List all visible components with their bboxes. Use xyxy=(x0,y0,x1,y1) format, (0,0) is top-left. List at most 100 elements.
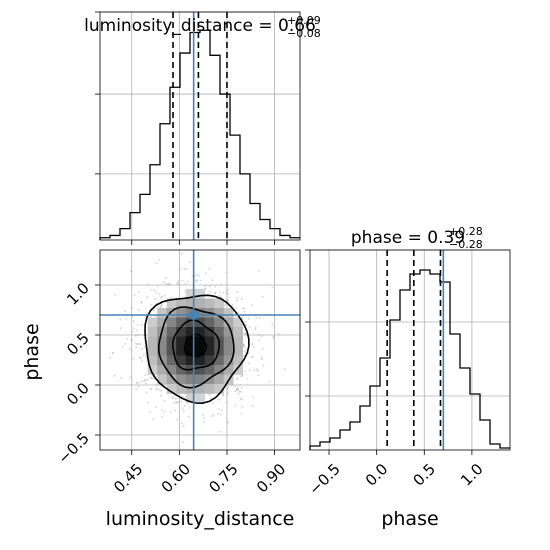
joint-sample-point xyxy=(242,343,245,346)
joint-sample-point xyxy=(165,283,168,285)
joint-sample-point xyxy=(227,386,230,389)
joint-density-cell xyxy=(233,346,243,356)
joint-sample-point xyxy=(243,343,246,346)
joint-sample-point xyxy=(140,348,143,350)
joint-sample-point xyxy=(248,325,251,328)
joint-density-cell xyxy=(166,336,177,347)
joint-sample-point xyxy=(241,398,244,401)
joint-density-cell xyxy=(223,346,234,356)
joint-sample-point xyxy=(250,304,253,307)
joint-sample-point xyxy=(131,330,134,333)
phase-title-plus: +0.28 xyxy=(449,225,483,238)
joint-density-cell xyxy=(214,317,224,328)
joint-sample-point xyxy=(242,345,245,347)
joint-sample-point xyxy=(182,441,184,444)
joint-sample-point xyxy=(182,424,185,427)
joint-sample-point xyxy=(154,298,157,300)
joint-sample-point xyxy=(149,411,152,413)
joint-density-cell xyxy=(176,336,186,347)
joint-sample-point xyxy=(273,337,275,339)
joint-contour xyxy=(158,306,235,389)
joint-sample-point xyxy=(218,295,221,297)
joint-sample-point xyxy=(258,339,261,342)
joint-density-cell xyxy=(176,298,186,309)
joint-density-cell xyxy=(147,346,158,356)
joint-density-cell xyxy=(204,346,215,356)
joint-sample-point xyxy=(140,301,143,304)
joint-sample-point xyxy=(156,284,159,287)
joint-sample-point xyxy=(130,270,132,273)
joint-sample-point xyxy=(137,309,140,312)
joint-sample-point xyxy=(257,374,260,377)
joint-density-cell xyxy=(195,365,205,375)
joint-sample-point xyxy=(130,349,133,351)
joint-sample-point xyxy=(149,376,152,379)
joint-sample-point xyxy=(133,294,136,297)
joint-sample-point xyxy=(171,396,174,399)
joint-sample-point xyxy=(130,339,133,342)
joint-sample-point xyxy=(176,418,179,421)
joint-sample-point xyxy=(152,418,155,421)
joint-sample-point xyxy=(150,377,153,379)
joint-sample-point xyxy=(202,420,205,423)
joint-density-cell xyxy=(147,365,158,375)
joint-sample-point xyxy=(218,430,221,433)
joint-sample-point xyxy=(220,296,223,298)
joint-sample-point xyxy=(167,283,169,285)
joint-density-cell xyxy=(147,336,158,347)
joint-sample-point xyxy=(243,346,246,348)
joint-sample-point xyxy=(162,281,165,284)
joint-sample-point xyxy=(135,381,138,384)
joint-contour xyxy=(183,333,207,358)
lum-title-plus: +0.09 xyxy=(287,14,321,27)
joint-sample-point xyxy=(214,291,217,294)
joint-density-cell xyxy=(204,317,215,328)
joint-sample-point xyxy=(161,409,163,411)
joint-sample-point xyxy=(183,404,186,407)
joint-sample-point xyxy=(236,290,239,293)
joint-sample-point xyxy=(225,401,228,404)
joint-density-cell xyxy=(185,327,196,337)
joint-sample-point xyxy=(234,390,237,393)
joint-sample-point xyxy=(140,323,143,326)
joint-sample-point xyxy=(262,364,265,367)
joint-xlabel: luminosity_distance xyxy=(106,508,295,530)
joint-panel: 0.45 0.60 0.75 0.90 −0.5 0.0 0.5 1.0 luminosit… xyxy=(21,249,301,530)
joint-sample-point xyxy=(199,279,202,282)
lum-hist-step xyxy=(99,29,300,240)
phase-hist-xtick-label: 0.5 xyxy=(409,460,439,490)
joint-sample-point xyxy=(278,333,281,335)
joint-sample-point xyxy=(217,413,220,415)
joint-sample-point xyxy=(111,351,114,354)
joint-sample-point xyxy=(140,301,143,303)
joint-density-cell xyxy=(166,355,177,366)
joint-density-cell xyxy=(204,327,215,337)
joint-xtick-label: 0.45 xyxy=(110,460,146,496)
joint-sample-point xyxy=(236,388,238,390)
joint-sample-point xyxy=(165,277,167,280)
joint-sample-point xyxy=(218,408,220,410)
joint-sample-point xyxy=(246,377,249,380)
joint-density-cell xyxy=(185,393,196,404)
joint-sample-point xyxy=(208,268,211,270)
joint-density-cell xyxy=(166,365,177,375)
joint-sample-point xyxy=(155,388,158,391)
joint-sample-point xyxy=(240,387,243,389)
joint-sample-point xyxy=(133,327,136,330)
joint-sample-point xyxy=(253,369,256,371)
joint-sample-point xyxy=(181,407,184,410)
joint-sample-point xyxy=(182,410,185,412)
joint-sample-point xyxy=(152,309,155,312)
joint-sample-point xyxy=(163,294,166,297)
joint-sample-point xyxy=(272,335,275,338)
joint-sample-point xyxy=(226,299,228,302)
joint-sample-point xyxy=(187,407,190,409)
joint-density-cell xyxy=(204,384,215,394)
joint-sample-point xyxy=(153,289,156,292)
joint-density-cell xyxy=(195,308,205,318)
joint-density-cell xyxy=(185,336,196,347)
joint-sample-point xyxy=(223,304,226,307)
joint-sample-point xyxy=(226,387,229,390)
joint-sample-point xyxy=(159,389,161,392)
joint-density-cell xyxy=(185,317,196,328)
